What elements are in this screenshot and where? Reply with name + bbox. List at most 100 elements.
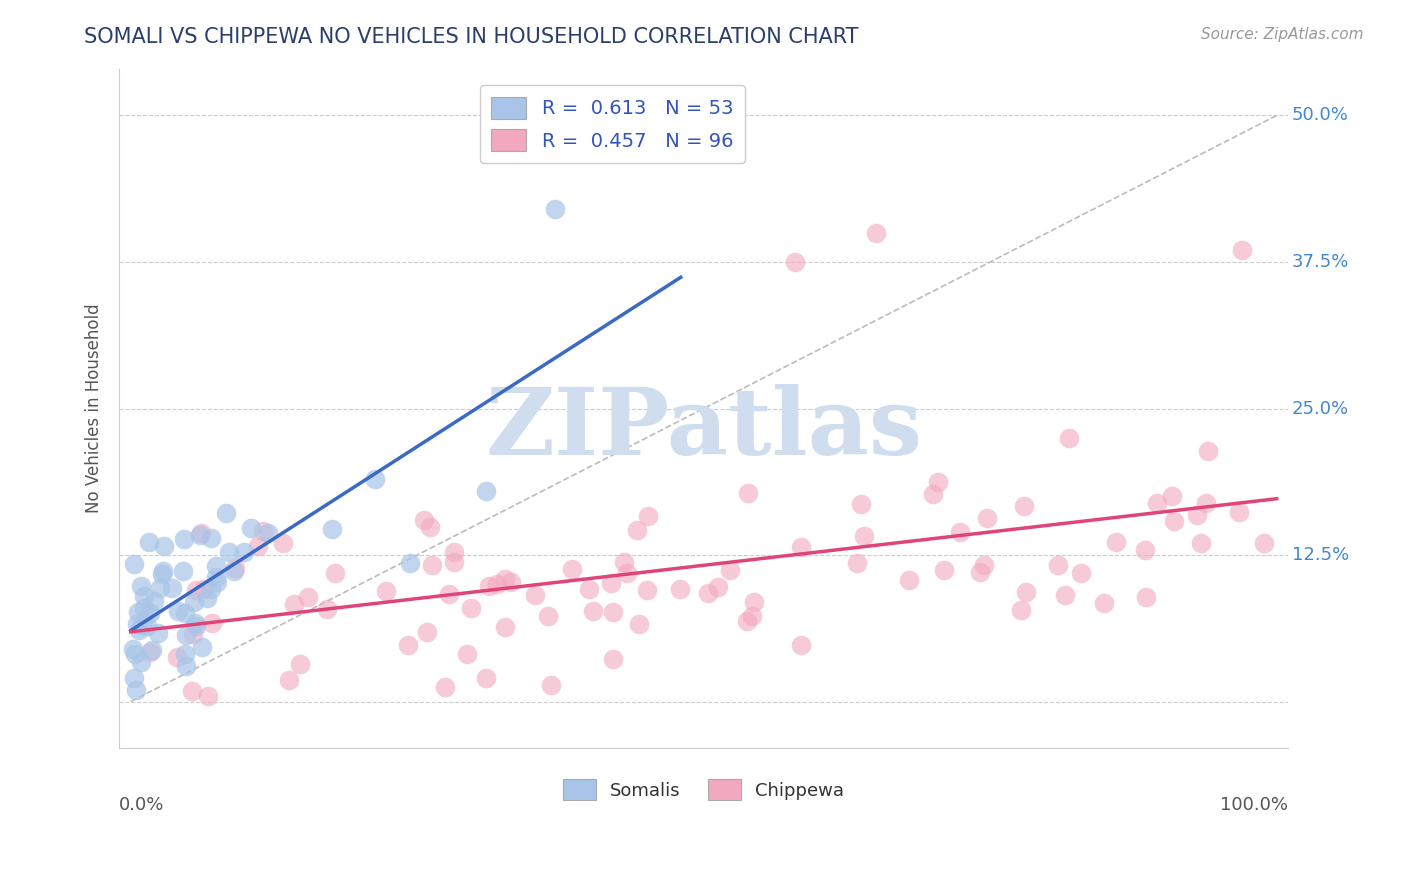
Point <box>297 590 319 604</box>
Point <box>846 557 869 571</box>
Point <box>785 255 807 269</box>
Point <box>478 579 501 593</box>
Point <box>1253 535 1275 549</box>
Point <box>316 602 339 616</box>
Point <box>374 583 396 598</box>
Text: 100.0%: 100.0% <box>1220 796 1288 814</box>
Point <box>143 594 166 608</box>
Point <box>443 555 465 569</box>
Point <box>433 680 456 694</box>
Point <box>186 619 208 633</box>
Point <box>288 657 311 671</box>
Point <box>124 648 146 662</box>
Point <box>1015 584 1038 599</box>
Point <box>252 524 274 538</box>
Text: 37.5%: 37.5% <box>1292 253 1350 271</box>
Point <box>399 556 422 570</box>
Point <box>188 527 211 541</box>
Point <box>582 604 605 618</box>
Point <box>166 649 188 664</box>
Point <box>173 532 195 546</box>
Point <box>246 539 269 553</box>
Point <box>737 486 759 500</box>
Point <box>1057 431 1080 445</box>
Point <box>150 566 173 581</box>
Point <box>129 655 152 669</box>
Point <box>153 539 176 553</box>
Point <box>1070 566 1092 581</box>
Point <box>1105 535 1128 549</box>
Point <box>201 615 224 630</box>
Legend: Somalis, Chippewa: Somalis, Chippewa <box>557 772 851 807</box>
Point <box>697 586 720 600</box>
Point <box>578 582 600 596</box>
Point <box>897 573 920 587</box>
Point <box>1146 496 1168 510</box>
Point <box>460 600 482 615</box>
Point <box>218 544 240 558</box>
Point <box>851 497 873 511</box>
Point <box>174 606 197 620</box>
Point <box>224 560 246 574</box>
Point <box>1092 596 1115 610</box>
Point <box>186 583 208 598</box>
Point <box>628 617 651 632</box>
Point <box>152 564 174 578</box>
Point <box>636 582 658 597</box>
Point <box>139 645 162 659</box>
Point <box>419 520 441 534</box>
Point <box>205 575 228 590</box>
Point <box>413 513 436 527</box>
Point <box>183 595 205 609</box>
Point <box>602 605 624 619</box>
Point <box>561 562 583 576</box>
Point <box>1189 535 1212 549</box>
Point <box>131 617 153 632</box>
Point <box>416 625 439 640</box>
Point <box>439 587 461 601</box>
Point <box>271 536 294 550</box>
Point <box>922 487 945 501</box>
Point <box>215 506 238 520</box>
Point <box>127 605 149 619</box>
Text: 25.0%: 25.0% <box>1292 400 1348 417</box>
Point <box>205 558 228 573</box>
Point <box>602 652 624 666</box>
Point <box>1010 603 1032 617</box>
Point <box>149 581 172 595</box>
Point <box>167 604 190 618</box>
Point <box>626 523 648 537</box>
Point <box>790 540 813 554</box>
Point <box>195 591 218 605</box>
Point <box>181 684 204 698</box>
Text: Source: ZipAtlas.com: Source: ZipAtlas.com <box>1201 27 1364 42</box>
Point <box>174 658 197 673</box>
Point <box>927 475 949 489</box>
Point <box>735 614 758 628</box>
Text: ZIPatlas: ZIPatlas <box>485 384 922 474</box>
Point <box>1232 244 1254 258</box>
Text: 0.0%: 0.0% <box>120 796 165 814</box>
Point <box>364 472 387 486</box>
Point <box>139 606 162 620</box>
Point <box>1187 508 1209 522</box>
Point <box>600 576 623 591</box>
Text: SOMALI VS CHIPPEWA NO VEHICLES IN HOUSEHOLD CORRELATION CHART: SOMALI VS CHIPPEWA NO VEHICLES IN HOUSEH… <box>84 27 859 46</box>
Y-axis label: No Vehicles in Household: No Vehicles in Household <box>86 303 103 513</box>
Point <box>197 689 219 703</box>
Point <box>1135 590 1157 604</box>
Point <box>495 572 517 586</box>
Point <box>122 558 145 572</box>
Point <box>136 619 159 633</box>
Point <box>148 626 170 640</box>
Point <box>932 564 955 578</box>
Point <box>524 588 547 602</box>
Text: 50.0%: 50.0% <box>1292 106 1348 124</box>
Point <box>1160 489 1182 503</box>
Point <box>475 671 498 685</box>
Point <box>1047 558 1070 572</box>
Point <box>200 582 222 596</box>
Point <box>128 624 150 638</box>
Point <box>132 590 155 604</box>
Text: 12.5%: 12.5% <box>1292 546 1348 564</box>
